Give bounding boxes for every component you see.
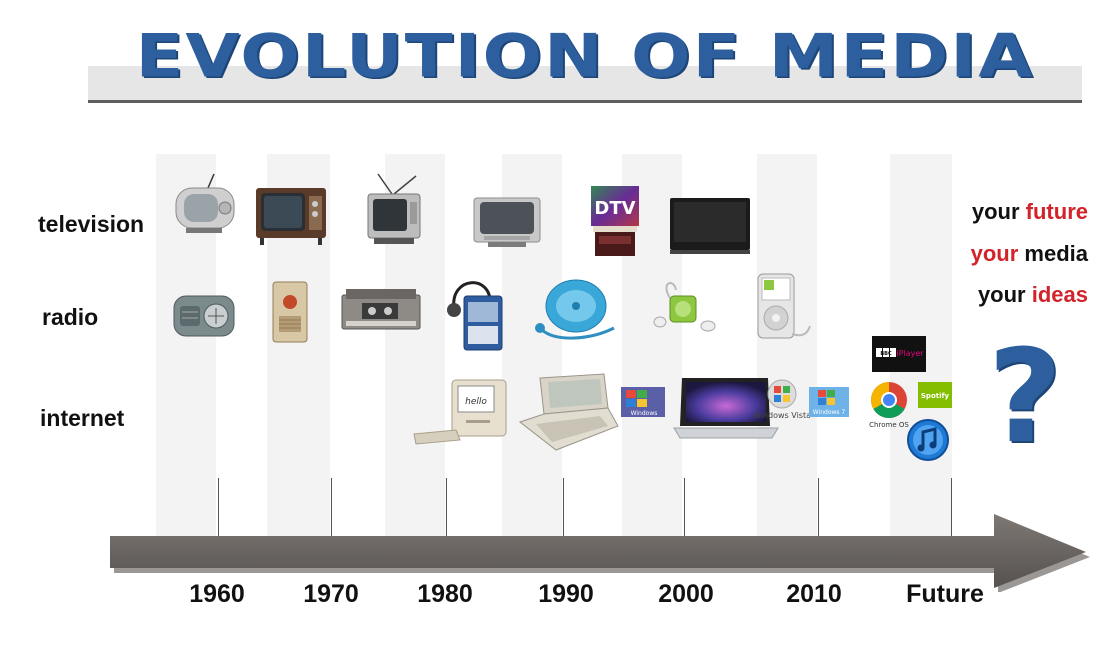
year-label-future: Future (906, 580, 984, 608)
tabletop-radio-1960-icon (173, 295, 235, 337)
macbook-laptop-icon (673, 378, 779, 439)
chrome-os-label: Chrome OS (869, 421, 909, 429)
tick-2000 (684, 478, 685, 548)
cassette-deck-1980-icon (341, 289, 421, 330)
page-title: EVOLUTION OF MEDIA (135, 21, 1035, 91)
tagline-your-media: your media (971, 241, 1088, 267)
transistor-radio-1970-icon (272, 281, 308, 343)
iplayer-label: iPlayer (896, 349, 924, 358)
question-mark-icon: ? ? (988, 333, 1064, 453)
tagline-word: your (971, 199, 1026, 224)
tick-2010 (818, 478, 819, 548)
row-label-internet: internet (40, 405, 125, 431)
tagline-highlight: ideas (1031, 282, 1088, 307)
discman-icon (535, 279, 615, 340)
flat-screen-tv-icon (670, 198, 750, 254)
year-label-1970: 1970 (303, 580, 359, 608)
tick-1960 (218, 478, 219, 548)
tick-1990 (563, 478, 564, 548)
crt-tv-1990-icon (473, 197, 541, 247)
timeline-arrow (110, 514, 1090, 592)
year-label-1980: 1980 (417, 580, 473, 608)
tagline-word: your (977, 282, 1032, 307)
itunes-logo-icon (907, 419, 949, 461)
dtv-set-icon: DTV (591, 186, 639, 256)
year-label-1960: 1960 (189, 580, 245, 608)
chrome-os-logo-icon: Chrome OS (869, 382, 909, 429)
year-label-2000: 2000 (658, 580, 714, 608)
dtv-logo-text: DTV (594, 198, 635, 219)
windows-7-logo-icon: Windows 7 (809, 387, 849, 417)
bbc-label: BBC (880, 351, 892, 357)
tick-1970 (331, 478, 332, 548)
tick-1980 (446, 478, 447, 548)
year-label-1990: 1990 (538, 580, 594, 608)
early-laptop-icon (518, 373, 619, 451)
row-label-radio: radio (42, 304, 99, 330)
ipod-shuffle-icon (653, 282, 716, 332)
year-label-2010: 2010 (786, 580, 842, 608)
portable-tv-1960-icon (175, 173, 235, 233)
svg-text:?: ? (990, 333, 1064, 453)
tick-future (951, 478, 952, 548)
tagline-highlight: future (1025, 199, 1088, 224)
tagline-your-future: your future (972, 199, 1088, 225)
walkman-icon (447, 281, 503, 351)
tagline-word: media (1018, 241, 1088, 266)
windows-vista-label: Windows Vista (754, 411, 810, 420)
bbc-iplayer-logo-icon: BBC iPlayer (872, 336, 926, 372)
macintosh-screen-text: hello (465, 397, 487, 407)
ipod-classic-icon (757, 273, 811, 339)
spotify-logo-icon: Spotify (918, 382, 952, 408)
title-underline-bar (88, 66, 1082, 103)
spotify-label: Spotify (921, 392, 950, 400)
windows-95-logo-icon: Windows (621, 387, 665, 417)
windows-vista-logo-icon: Windows Vista (754, 379, 810, 420)
row-label-television: television (38, 211, 145, 237)
windows-7-label: Windows 7 (813, 409, 846, 416)
windows-logo-label: Windows (631, 410, 658, 417)
antenna-tv-1980-icon (367, 173, 421, 244)
era-stripe-2010 (757, 154, 817, 549)
tagline-highlight: your (970, 241, 1019, 266)
tagline-your-ideas: your ideas (978, 282, 1088, 308)
macintosh-computer-icon: hello (413, 379, 507, 445)
wooden-tv-1970-icon (256, 188, 326, 245)
svg-text:?: ? (988, 333, 1062, 453)
